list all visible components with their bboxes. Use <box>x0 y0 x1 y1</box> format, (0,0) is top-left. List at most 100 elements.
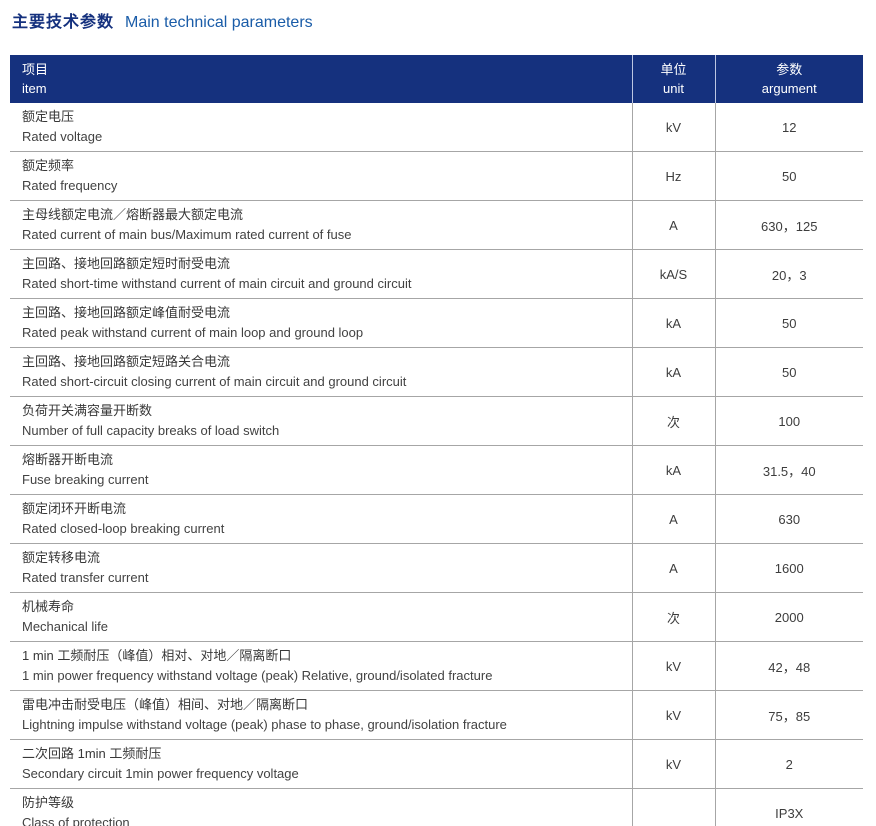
table-row: 主母线额定电流／熔断器最大额定电流 Rated current of main … <box>10 200 863 250</box>
item-label-en: Rated peak withstand current of main loo… <box>22 325 364 340</box>
item-cell: 1 min 工频耐压（峰值）相对、对地／隔离断口 1 min power fre… <box>10 641 632 691</box>
item-label-en: Lightning impulse withstand voltage (pea… <box>22 717 507 732</box>
item-label-en: Rated short-circuit closing current of m… <box>22 374 407 389</box>
unit-cell: A <box>631 494 715 544</box>
header-item-en: item <box>22 81 47 96</box>
unit-cell: kV <box>631 739 715 789</box>
unit-cell: A <box>631 200 715 250</box>
item-cell: 额定频率 Rated frequency <box>10 151 632 201</box>
item-cell: 雷电冲击耐受电压（峰值）相间、对地／隔离断口 Lightning impulse… <box>10 690 632 740</box>
value-cell: 75，85 <box>714 690 863 740</box>
item-label-en: 1 min power frequency withstand voltage … <box>22 668 493 683</box>
unit-cell: kV <box>631 103 715 152</box>
value-cell: 42，48 <box>714 641 863 691</box>
item-label-zh: 主回路、接地回路额定短时耐受电流 <box>22 256 231 271</box>
table-row: 1 min 工频耐压（峰值）相对、对地／隔离断口 1 min power fre… <box>10 641 863 691</box>
header-row: 项目 item 单位 unit 参数 argument <box>10 55 863 103</box>
header-argument-en: argument <box>761 81 817 96</box>
unit-cell: A <box>631 543 715 593</box>
unit-cell: 次 <box>631 396 715 446</box>
value-cell: 2000 <box>714 592 863 642</box>
page-title-en: Main technical parameters <box>125 14 313 31</box>
parameters-table: 项目 item 单位 unit 参数 argument 额定电压 Rated v… <box>10 55 863 826</box>
item-label-zh: 主母线额定电流／熔断器最大额定电流 <box>22 207 244 222</box>
table-row: 熔断器开断电流 Fuse breaking current kA 31.5，40 <box>10 445 863 495</box>
page-title: 主要技术参数 Main technical parameters <box>12 12 313 34</box>
unit-cell: 次 <box>631 592 715 642</box>
value-cell: 100 <box>714 396 863 446</box>
item-cell: 额定电压 Rated voltage <box>10 103 632 152</box>
item-cell: 机械寿命 Mechanical life <box>10 592 632 642</box>
unit-cell: kA <box>631 445 715 495</box>
item-cell: 额定转移电流 Rated transfer current <box>10 543 632 593</box>
item-label-en: Class of protection <box>22 815 130 826</box>
item-label-en: Secondary circuit 1min power frequency v… <box>22 766 299 781</box>
value-cell: 50 <box>714 347 863 397</box>
item-label-en: Fuse breaking current <box>22 472 149 487</box>
item-label-en: Rated short-time withstand current of ma… <box>22 276 412 291</box>
header-item-zh: 项目 <box>22 62 49 77</box>
item-cell: 主回路、接地回路额定峰值耐受电流 Rated peak withstand cu… <box>10 298 632 348</box>
item-label-zh: 额定转移电流 <box>22 550 101 565</box>
item-cell: 主母线额定电流／熔断器最大额定电流 Rated current of main … <box>10 200 632 250</box>
value-cell: 50 <box>714 298 863 348</box>
item-label-en: Rated closed-loop breaking current <box>22 521 225 536</box>
item-cell: 主回路、接地回路额定短时耐受电流 Rated short-time withst… <box>10 249 632 299</box>
unit-cell: kA/S <box>631 249 715 299</box>
value-cell: 630，125 <box>714 200 863 250</box>
header-argument-zh: 参数 <box>776 62 803 77</box>
value-cell: 630 <box>714 494 863 544</box>
page-title-zh: 主要技术参数 <box>12 14 115 31</box>
item-label-en: Number of full capacity breaks of load s… <box>22 423 280 438</box>
unit-cell: Hz <box>631 151 715 201</box>
table-row: 主回路、接地回路额定峰值耐受电流 Rated peak withstand cu… <box>10 298 863 348</box>
value-cell: IP3X <box>714 788 863 826</box>
table-header: 项目 item 单位 unit 参数 argument <box>10 55 863 103</box>
item-label-zh: 熔断器开断电流 <box>22 452 114 467</box>
item-label-zh: 额定闭环开断电流 <box>22 501 127 516</box>
header-cell-item: 项目 item <box>10 55 632 103</box>
item-label-zh: 负荷开关满容量开断数 <box>22 403 153 418</box>
item-cell: 防护等级 Class of protection <box>10 788 632 826</box>
unit-cell: kV <box>631 641 715 691</box>
table-row: 主回路、接地回路额定短时耐受电流 Rated short-time withst… <box>10 249 863 299</box>
value-cell: 31.5，40 <box>714 445 863 495</box>
unit-cell <box>631 788 715 826</box>
item-cell: 熔断器开断电流 Fuse breaking current <box>10 445 632 495</box>
unit-cell: kA <box>631 347 715 397</box>
item-cell: 二次回路 1min 工频耐压 Secondary circuit 1min po… <box>10 739 632 789</box>
item-label-zh: 机械寿命 <box>22 599 75 614</box>
table-row: 负荷开关满容量开断数 Number of full capacity break… <box>10 396 863 446</box>
item-label-zh: 额定频率 <box>22 158 75 173</box>
item-label-en: Rated transfer current <box>22 570 149 585</box>
item-label-en: Rated voltage <box>22 129 103 144</box>
unit-cell: kA <box>631 298 715 348</box>
header-cell-argument: 参数 argument <box>714 55 863 103</box>
item-label-zh: 1 min 工频耐压（峰值）相对、对地／隔离断口 <box>22 648 292 663</box>
table-body: 额定电压 Rated voltage kV 12 额定频率 Rated freq… <box>10 103 863 826</box>
value-cell: 12 <box>714 103 863 152</box>
table-row: 额定转移电流 Rated transfer current A 1600 <box>10 543 863 593</box>
item-label-zh: 主回路、接地回路额定短路关合电流 <box>22 354 231 369</box>
value-cell: 50 <box>714 151 863 201</box>
table-row: 雷电冲击耐受电压（峰值）相间、对地／隔离断口 Lightning impulse… <box>10 690 863 740</box>
item-label-zh: 额定电压 <box>22 109 75 124</box>
value-cell: 1600 <box>714 543 863 593</box>
item-label-en: Mechanical life <box>22 619 108 634</box>
value-cell: 20，3 <box>714 249 863 299</box>
item-label-zh: 雷电冲击耐受电压（峰值）相间、对地／隔离断口 <box>22 697 309 712</box>
table-row: 额定频率 Rated frequency Hz 50 <box>10 151 863 201</box>
unit-cell: kV <box>631 690 715 740</box>
item-label-en: Rated current of main bus/Maximum rated … <box>22 227 352 242</box>
table-row: 防护等级 Class of protection IP3X <box>10 788 863 826</box>
header-unit-en: unit <box>663 81 684 96</box>
header-cell-unit: 单位 unit <box>631 55 715 103</box>
table-row: 额定闭环开断电流 Rated closed-loop breaking curr… <box>10 494 863 544</box>
item-cell: 负荷开关满容量开断数 Number of full capacity break… <box>10 396 632 446</box>
value-cell: 2 <box>714 739 863 789</box>
item-label-zh: 主回路、接地回路额定峰值耐受电流 <box>22 305 231 320</box>
header-unit-zh: 单位 <box>660 62 687 77</box>
item-cell: 主回路、接地回路额定短路关合电流 Rated short-circuit clo… <box>10 347 632 397</box>
item-label-en: Rated frequency <box>22 178 118 193</box>
